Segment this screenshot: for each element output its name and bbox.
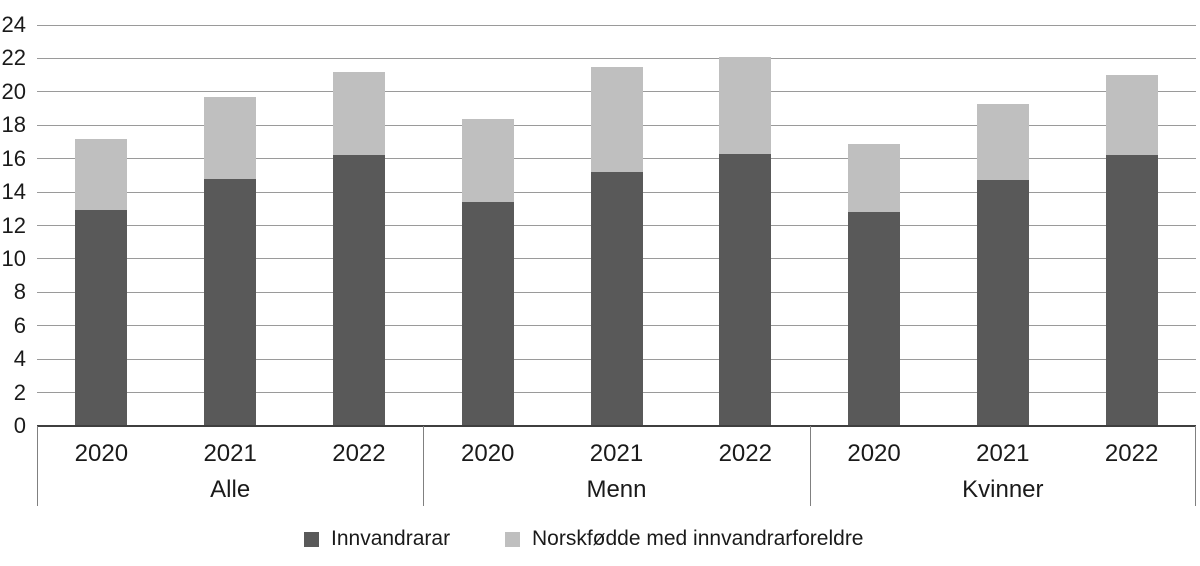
legend-swatch-innvandrarar: [304, 531, 319, 547]
x-axis-year-label: 2021: [976, 440, 1030, 467]
bar-norskfodde-alle-2022: [332, 71, 385, 156]
bar-norskfodde-kvinner-2021: [976, 103, 1029, 181]
legend-label-norskfodde: Norskfødde med innvandrarforeldre: [532, 527, 864, 550]
x-axis-year-label: 2020: [74, 440, 129, 467]
axis-group-separator: [37, 426, 38, 506]
y-axis-tick-label: 0: [13, 413, 26, 438]
gridline-24: [37, 24, 1196, 26]
y-axis-tick-label: 24: [1, 12, 26, 37]
x-axis-year-label: 2021: [589, 440, 644, 467]
x-axis-year-label: 2022: [1104, 440, 1159, 467]
bar-innvandrarar-menn-2022: [719, 153, 772, 426]
x-axis-group-label-menn: Menn: [586, 476, 647, 503]
bar-norskfodde-kvinner-2020: [848, 143, 901, 213]
bar-innvandrarar-kvinner-2022: [1105, 155, 1158, 426]
x-axis-group-label-alle: Alle: [210, 476, 251, 503]
bar-innvandrarar-alle-2022: [332, 155, 385, 426]
bar-innvandrarar-alle-2020: [75, 210, 128, 426]
axis-group-separator: [809, 426, 811, 506]
legend-item-norskfodde: Norskfødde med innvandrarforeldre: [505, 528, 864, 550]
gridline-22: [37, 57, 1196, 59]
bar-innvandrarar-kvinner-2020: [848, 212, 901, 426]
legend-label-innvandrarar: Innvandrarar: [331, 527, 451, 550]
y-axis-tick-label: 14: [1, 179, 26, 205]
legend-swatch-norskfodde: [505, 531, 520, 547]
axis-group-separator: [1195, 426, 1196, 506]
y-axis-tick-label: 20: [1, 78, 26, 104]
x-axis-year-label: 2020: [847, 440, 901, 467]
x-axis-line: [37, 425, 1196, 427]
x-axis-year-label: 2022: [332, 440, 386, 467]
bar-norskfodde-menn-2021: [590, 66, 643, 173]
x-axis-year-label: 2020: [461, 440, 515, 467]
x-axis-year-label: 2022: [718, 440, 772, 467]
y-axis-tick-label: 8: [13, 279, 26, 305]
bar-norskfodde-alle-2021: [204, 96, 257, 179]
x-axis-year-label: 2021: [203, 440, 257, 467]
bar-norskfodde-menn-2022: [719, 56, 772, 154]
bar-norskfodde-menn-2020: [461, 118, 514, 203]
bar-innvandrarar-kvinner-2021: [976, 180, 1029, 426]
bar-norskfodde-kvinner-2022: [1105, 75, 1158, 156]
y-axis-tick-label: 10: [1, 245, 26, 271]
y-axis-tick-label: 2: [13, 379, 26, 405]
bar-innvandrarar-menn-2021: [590, 172, 643, 426]
y-axis-tick-label: 22: [1, 45, 26, 71]
y-axis-tick-label: 16: [1, 145, 26, 171]
axis-group-separator: [423, 426, 425, 506]
y-axis-tick-label: 4: [13, 346, 26, 372]
y-axis-tick-label: 12: [1, 212, 26, 238]
bar-norskfodde-alle-2020: [75, 138, 128, 211]
bar-innvandrarar-alle-2021: [204, 178, 257, 426]
y-axis-tick-label: 18: [1, 112, 26, 138]
x-axis-group-label-kvinner: Kvinner: [962, 476, 1044, 503]
legend-item-innvandrarar: Innvandrarar: [304, 528, 450, 550]
bar-innvandrarar-menn-2020: [461, 202, 514, 426]
y-axis-tick-label: 6: [13, 312, 26, 338]
